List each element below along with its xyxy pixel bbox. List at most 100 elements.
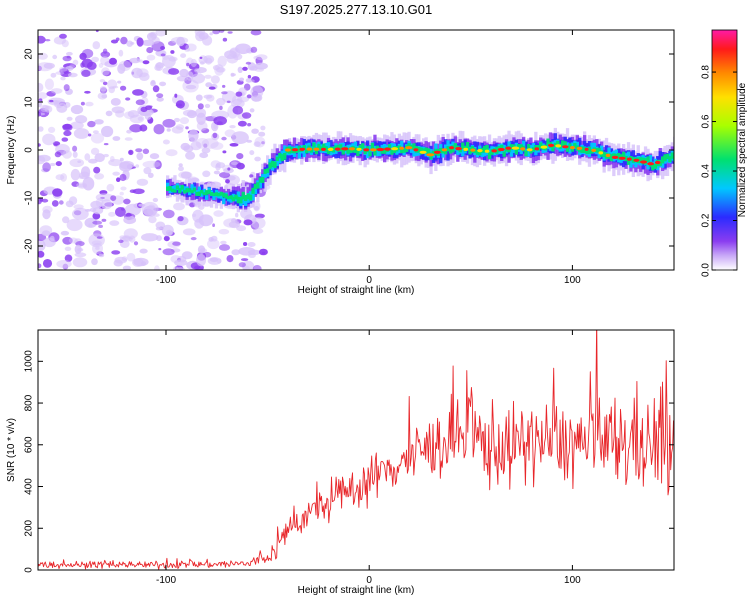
colorbar-tick-label: 0.2 xyxy=(701,213,712,227)
noise-speckle xyxy=(137,116,144,121)
ridge-peak xyxy=(491,149,498,153)
noise-speckle xyxy=(209,32,213,36)
noise-speckle xyxy=(99,86,107,92)
noise-speckle xyxy=(38,263,42,269)
noise-speckle xyxy=(154,64,161,71)
y-tick-label: 800 xyxy=(24,394,35,411)
noise-speckle xyxy=(75,115,88,124)
noise-speckle xyxy=(120,85,127,91)
noise-speckle xyxy=(105,110,113,117)
ridge-band-4 xyxy=(173,189,177,193)
ridge-peak xyxy=(640,160,647,164)
noise-speckle xyxy=(261,141,265,145)
ridge-band-3 xyxy=(205,195,209,200)
noise-speckle xyxy=(38,250,45,258)
ridge-peak xyxy=(433,150,441,154)
noise-speckle xyxy=(247,242,256,247)
noise-speckle xyxy=(91,56,99,63)
ridge-band-4 xyxy=(166,186,170,191)
noise-speckle xyxy=(197,103,204,110)
noise-speckle xyxy=(52,188,63,197)
noise-speckle xyxy=(129,150,132,154)
ridge-band-3 xyxy=(297,147,301,159)
y-tick-label: 0 xyxy=(24,147,35,153)
ridge-band-4 xyxy=(209,192,214,196)
noise-speckle xyxy=(247,74,252,79)
ridge-band-2 xyxy=(446,145,450,161)
noise-speckle xyxy=(44,78,55,90)
ridge-band-3 xyxy=(326,142,331,153)
ridge-band-2 xyxy=(578,137,582,150)
ridge-peak xyxy=(484,149,490,153)
ridge-band-4 xyxy=(485,145,489,151)
noise-speckle xyxy=(101,125,114,138)
ridge-band-4 xyxy=(563,141,567,146)
noise-speckle xyxy=(95,193,114,202)
ridge-peak xyxy=(334,147,341,151)
noise-speckle xyxy=(212,30,220,35)
ridge-band-2 xyxy=(439,149,443,164)
ridge-band-1 xyxy=(168,178,172,192)
noise-speckle xyxy=(42,259,53,268)
noise-speckle xyxy=(202,170,211,178)
noise-speckle xyxy=(194,68,201,73)
noise-speckle xyxy=(261,251,266,255)
ridge-band-4 xyxy=(253,183,258,190)
figure-title: S197.2025.277.13.10.G01 xyxy=(280,2,433,17)
noise-speckle xyxy=(235,91,243,97)
noise-speckle xyxy=(136,37,144,47)
noise-speckle xyxy=(241,112,252,119)
noise-speckle xyxy=(139,248,148,254)
ridge-band-4 xyxy=(453,143,457,148)
ridge-band-4 xyxy=(565,145,570,152)
ridge-band-3 xyxy=(241,197,245,205)
noise-speckle xyxy=(38,100,43,108)
ridge-band-4 xyxy=(263,169,267,174)
noise-speckle xyxy=(179,117,189,125)
noise-speckle xyxy=(88,133,92,137)
ridge-peak xyxy=(240,196,245,200)
noise-speckle xyxy=(239,77,245,82)
ridge-band-4 xyxy=(244,195,248,201)
noise-speckle xyxy=(111,250,121,255)
ridge-band-4 xyxy=(397,145,401,150)
noise-speckle xyxy=(56,103,68,113)
ridge-peak xyxy=(419,150,427,154)
noise-speckle xyxy=(61,137,69,142)
ridge-peak xyxy=(562,145,569,149)
noise-speckle xyxy=(160,46,166,50)
ridge-band-4 xyxy=(624,155,628,162)
noise-speckle xyxy=(180,53,187,58)
ridge-peak xyxy=(449,146,454,150)
noise-speckle xyxy=(192,213,197,217)
noise-speckle xyxy=(227,167,231,171)
noise-speckle xyxy=(141,39,155,47)
ridge-band-4 xyxy=(490,149,494,155)
snr-y-axis-label: SNR (10 * v/v) xyxy=(6,418,17,482)
noise-speckle xyxy=(38,111,41,117)
noise-speckle xyxy=(138,203,146,207)
noise-speckle xyxy=(194,266,200,269)
noise-speckle xyxy=(117,80,122,84)
noise-speckle xyxy=(84,90,91,94)
noise-speckle xyxy=(125,97,131,101)
ridge-peak xyxy=(291,148,299,152)
ridge-peak xyxy=(576,146,583,150)
ridge-band-4 xyxy=(368,151,372,157)
noise-speckle xyxy=(108,57,117,65)
noise-speckle xyxy=(213,210,224,217)
noise-speckle xyxy=(212,132,218,139)
ridge-band-3 xyxy=(353,141,358,150)
ridge-band-4 xyxy=(573,143,577,149)
noise-speckle xyxy=(48,126,56,133)
noise-speckle xyxy=(250,85,264,99)
ridge-peak xyxy=(470,148,476,152)
ridge-band-4 xyxy=(175,185,180,190)
noise-speckle xyxy=(249,150,255,156)
ridge-peak xyxy=(520,147,526,151)
noise-speckle xyxy=(120,186,127,191)
ridge-band-2 xyxy=(329,140,333,152)
noise-speckle xyxy=(70,121,84,130)
ridge-band-4 xyxy=(553,142,557,148)
noise-speckle xyxy=(243,219,253,226)
